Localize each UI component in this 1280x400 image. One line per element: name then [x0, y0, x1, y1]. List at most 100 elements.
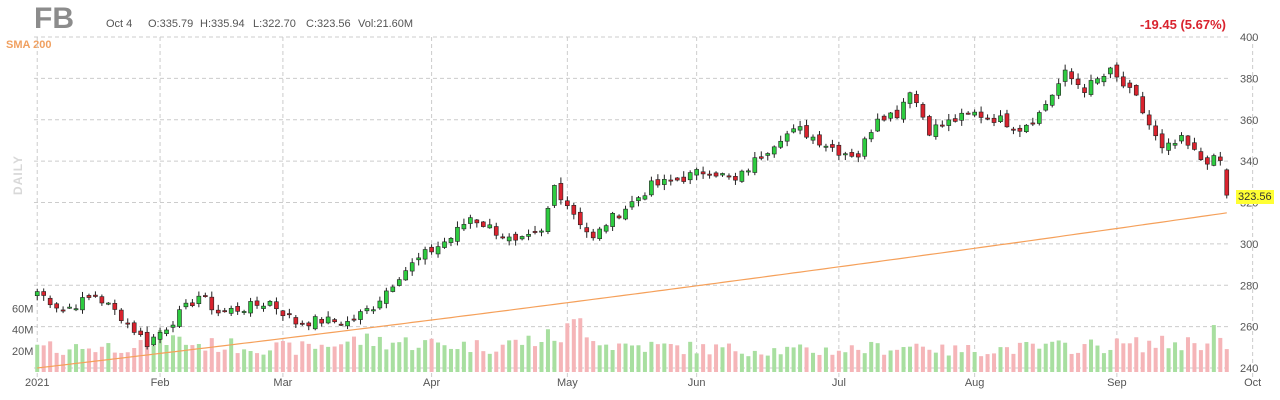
volume-bar [242, 349, 247, 372]
candle-body [830, 144, 835, 148]
volume-bar [170, 335, 175, 372]
volume-bar [345, 341, 350, 372]
candle-body [894, 109, 900, 119]
candle-body [571, 205, 577, 215]
volume-bar [1050, 341, 1055, 372]
candle-body [881, 115, 887, 121]
candle-body [396, 279, 402, 286]
volume-bar [985, 354, 990, 372]
candle-body [933, 124, 939, 137]
volume-bar [507, 340, 512, 372]
ticker-symbol: FB [34, 2, 74, 35]
volume-bar [1024, 341, 1029, 372]
candle-body [674, 177, 680, 181]
candle-body [468, 217, 473, 224]
volume-bar [416, 347, 421, 372]
volume-bar [1218, 337, 1223, 372]
volume-bar [132, 347, 137, 372]
candle-body [118, 309, 124, 321]
candle-body [875, 118, 880, 132]
candle-body [506, 236, 512, 242]
candle-body [338, 323, 344, 326]
candle-body [1108, 67, 1113, 75]
candle-body [403, 270, 409, 281]
candle-body [810, 136, 816, 141]
candle-body [377, 300, 383, 309]
volume-bar [158, 329, 163, 372]
volume-bar [1037, 348, 1042, 372]
candle-body [442, 241, 447, 248]
volume-bar [481, 351, 486, 372]
candle-body [222, 310, 228, 313]
volume-bar [1089, 339, 1094, 372]
volume-bar [765, 355, 770, 372]
candle-body [1004, 113, 1010, 128]
volume-bar [811, 352, 816, 372]
candle-body [823, 145, 829, 148]
volume-bar [752, 350, 757, 372]
volume-bar [339, 344, 344, 372]
x-tick-label: Jun [688, 377, 706, 389]
candle-body [67, 306, 72, 309]
x-tick-label: Sep [1107, 377, 1127, 389]
volume-bar [442, 345, 447, 372]
volume-bar [953, 345, 958, 372]
bar-date: Oct 4 [106, 18, 133, 30]
candle-body [519, 236, 525, 240]
x-tick-label: Apr [423, 377, 440, 389]
volume-bar [1017, 342, 1022, 372]
candle-body [946, 119, 952, 126]
volume-bar [410, 350, 415, 372]
volume-bar [35, 344, 40, 372]
sma-legend-label[interactable]: SMA 200 [6, 39, 52, 51]
volume-bar [726, 343, 731, 372]
volume-bar [849, 345, 854, 372]
volume-bar [1153, 347, 1158, 372]
candle-body [1121, 76, 1126, 87]
volume-bar [604, 344, 609, 372]
volume-bar [74, 344, 79, 372]
volume-bar [1114, 338, 1119, 372]
volume-bar [1011, 353, 1016, 372]
candle-body [1185, 135, 1191, 146]
candle-body [306, 322, 312, 327]
volume-bar [759, 354, 764, 372]
volume-bar [41, 345, 46, 372]
volume-bar [1198, 350, 1203, 372]
volume-bar [655, 344, 660, 372]
volume-bar [332, 346, 337, 372]
volume-bar [914, 343, 919, 372]
candle-body [623, 208, 628, 220]
volume-tick-label: 60M [12, 303, 33, 315]
candle-body [649, 180, 654, 196]
candle-body [746, 170, 751, 173]
candle-body [629, 201, 635, 208]
candle-body [1211, 155, 1217, 166]
volume-bar [681, 354, 686, 372]
volume-bar [649, 341, 654, 372]
volume-bar [216, 351, 221, 372]
candle-body [280, 310, 286, 317]
candle-body [720, 173, 725, 176]
candle-body [565, 200, 570, 207]
candle-body [539, 230, 544, 233]
volume-bar [1030, 343, 1035, 372]
candle-body [655, 179, 661, 186]
candle-body [1036, 112, 1042, 124]
candle-body [1082, 87, 1087, 93]
volume-bar [1108, 349, 1113, 372]
candle-body [1024, 124, 1029, 133]
volume-bar [267, 350, 272, 372]
volume-bar [54, 352, 59, 372]
candle-body [797, 126, 803, 131]
candle-body [888, 112, 893, 119]
volume-bar [843, 352, 848, 372]
price-tick-label: 360 [1240, 115, 1258, 127]
volume-bar [468, 352, 473, 372]
candle-body [1224, 169, 1230, 196]
candle-body [177, 309, 182, 327]
candle-body [603, 225, 609, 232]
candle-body [319, 318, 324, 324]
